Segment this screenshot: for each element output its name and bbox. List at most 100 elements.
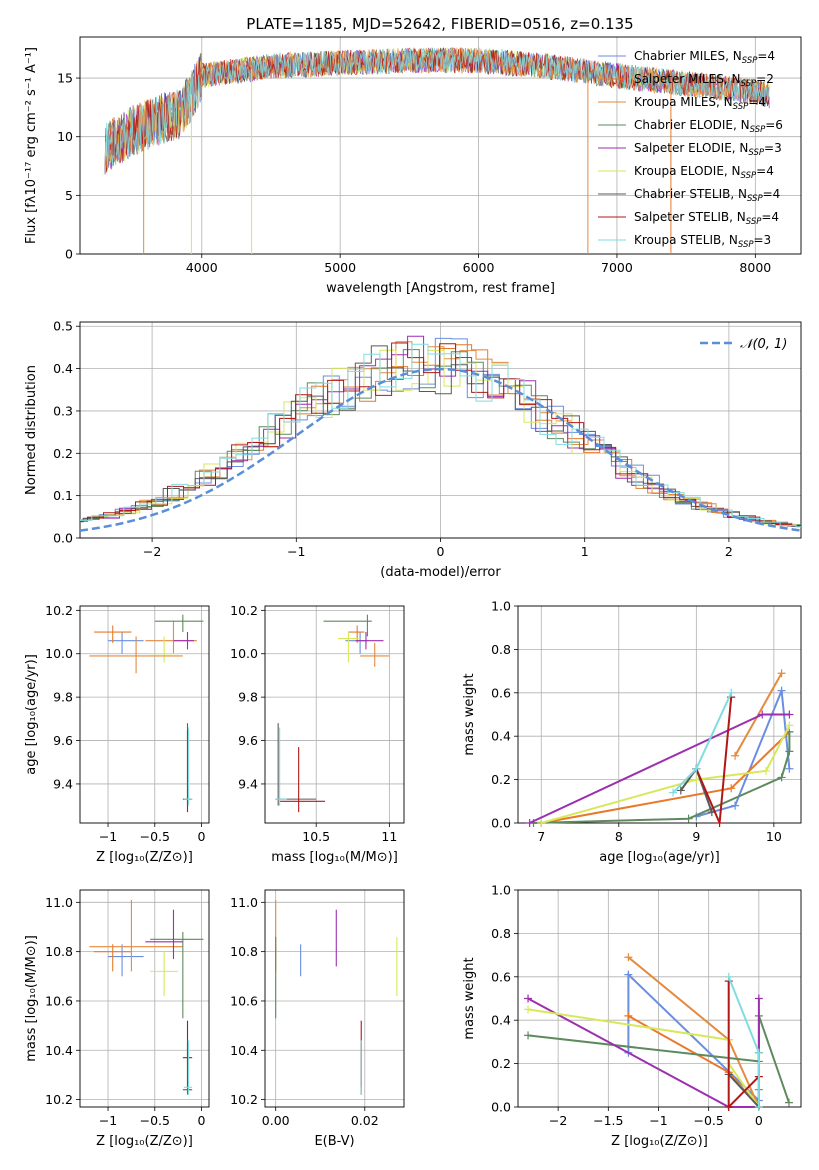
tick-label-y: 10.8 xyxy=(230,944,258,959)
legend-tail: =4 xyxy=(763,187,781,201)
tick-label-y: 0.2 xyxy=(53,446,73,461)
mass-weight-marker xyxy=(777,669,786,678)
legend-tail: =4 xyxy=(748,95,766,109)
legend-label: Kroupa ELODIE, N xyxy=(634,164,741,178)
mass-weight-marker xyxy=(624,1011,633,1020)
y-axis-label: Normed distribution xyxy=(24,365,39,495)
mass-weight-line-8 xyxy=(727,976,760,1107)
tick-label-x: −2 xyxy=(549,1113,567,1128)
histogram-step-8 xyxy=(80,343,801,528)
axes-frame xyxy=(517,889,802,1108)
x-axis-label: wavelength [Angstrom, rest frame] xyxy=(326,281,555,296)
mass-weight-marker xyxy=(524,1031,533,1040)
tick-label-y: 10.6 xyxy=(230,993,258,1008)
axes-frame xyxy=(264,889,405,1108)
tick-label-x: −0.5 xyxy=(140,829,170,844)
mass-weight-line-7 xyxy=(695,697,733,824)
tick-label-y: 0.0 xyxy=(53,531,73,546)
tick-label-y: 0.0 xyxy=(491,1100,511,1115)
errorbar-point xyxy=(183,1040,193,1095)
mass-weight-marker xyxy=(785,710,794,719)
tick-label-x: 0 xyxy=(198,1113,206,1128)
tick-label-x: −0.5 xyxy=(140,1113,170,1128)
tick-label-y: 0.8 xyxy=(491,642,511,657)
legend-subscript: SSP xyxy=(741,79,757,89)
legend-subscript: SSP xyxy=(746,217,762,227)
y-axis-label: mass weight xyxy=(462,957,477,1039)
x-axis-label: Z [log₁₀(Z/Z⊙)] xyxy=(96,1134,193,1149)
legend-label: Kroupa STELIB, N xyxy=(634,233,738,247)
errorbar-point xyxy=(348,625,365,643)
tick-label-x: 7 xyxy=(537,829,545,844)
legend-entry: Chabrier MILES, NSSP=4 xyxy=(634,49,775,66)
y-axis-label: age [log₁₀(age/yr)] xyxy=(24,654,39,775)
legend-entry: Kroupa MILES, NSSP=4 xyxy=(634,95,766,112)
tick-label-y: 0 xyxy=(65,247,73,262)
mass-weight-marker xyxy=(524,994,533,1003)
tick-label-x: 4000 xyxy=(186,260,218,275)
tick-label-y: 0.0 xyxy=(491,816,511,831)
mass-weight-marker xyxy=(537,819,546,827)
mass-weight-marker xyxy=(785,721,794,730)
tick-label-y: 10.2 xyxy=(230,603,258,618)
mass-weight-line-5 xyxy=(541,724,791,824)
mass-weight-marker xyxy=(624,970,633,979)
errorbar-point xyxy=(89,636,183,674)
mass-weight-marker xyxy=(684,814,693,823)
mass-weight-marker xyxy=(724,972,733,981)
mass-weight-marker xyxy=(676,786,685,795)
tick-label-y: 9.6 xyxy=(238,733,258,748)
histogram-step-3 xyxy=(80,349,801,526)
legend-subscript: SSP xyxy=(748,148,764,158)
legend-tail: =4 xyxy=(757,49,775,63)
tick-label-y: 0.6 xyxy=(491,685,511,700)
tick-label-y: 10.4 xyxy=(230,1043,258,1058)
tick-label-y: 9.4 xyxy=(238,776,258,791)
legend-subscript: SSP xyxy=(742,56,758,66)
legend-entry: Chabrier STELIB, NSSP=4 xyxy=(634,187,780,204)
axes-frame xyxy=(79,321,802,539)
axes-age_vs_mass: 10.5 11 9.4 9.6 9.8 10.0 10.2 mass [log₁₀(M/M⊙)… xyxy=(230,603,405,865)
y-axis-label: Flux [fλ10⁻¹⁷ erg cm⁻² s⁻¹ A⁻¹] xyxy=(24,47,39,244)
mass-weight-marker xyxy=(727,688,736,697)
errorbar-point xyxy=(182,1020,193,1088)
tick-label-y: 9.8 xyxy=(53,690,73,705)
tick-label-x: 10 xyxy=(766,829,782,844)
errorbar-point xyxy=(323,614,372,637)
mass-weight-marker xyxy=(731,751,740,760)
histogram-step-7 xyxy=(80,342,801,526)
errorbar-point xyxy=(275,727,287,806)
mass-weight-marker xyxy=(724,1103,733,1111)
errorbar-point xyxy=(183,727,193,806)
tick-label-y: 0.4 xyxy=(491,1013,511,1028)
tick-label-y: 10.0 xyxy=(45,646,73,661)
tick-label-x: 9 xyxy=(692,829,700,844)
legend-label: Salpeter ELODIE, N xyxy=(634,141,748,155)
tick-label-x: 8 xyxy=(615,829,623,844)
x-axis-label: Z [log₁₀(Z/Z⊙)] xyxy=(611,1134,708,1149)
tick-label-y: 0.4 xyxy=(491,729,511,744)
tick-label-x: 6000 xyxy=(463,260,495,275)
tick-label-y: 11.0 xyxy=(45,895,73,910)
mass-weight-marker xyxy=(777,773,786,782)
x-axis-label: mass [log₁₀(M/M⊙)] xyxy=(271,850,398,865)
tick-label-y: 10.6 xyxy=(45,993,73,1008)
errorbar-point xyxy=(275,723,317,806)
axes-frame xyxy=(79,36,802,255)
errorbar-point xyxy=(145,909,183,960)
tick-label-x: 0.00 xyxy=(262,1113,290,1128)
tick-label-y: 1.0 xyxy=(491,599,511,614)
tick-label-y: 10.8 xyxy=(45,944,73,959)
tick-label-y: 10.0 xyxy=(230,646,258,661)
tick-label-y: 11.0 xyxy=(230,895,258,910)
axes-mass_vs_ebv: 0.00 0.02 10.2 10.4 10.6 10.8 11.0 E(B-V) xyxy=(230,889,405,1149)
tick-label-y: 9.4 xyxy=(53,776,73,791)
tick-label-y: 10.2 xyxy=(45,603,73,618)
mass-weight-line-3 xyxy=(533,731,791,824)
legend-entry: 𝒩(0, 1) xyxy=(740,337,787,352)
tick-label-y: 0.1 xyxy=(53,488,73,503)
mass-weight-line-0 xyxy=(627,972,760,1103)
legend-tail: =3 xyxy=(754,233,772,247)
legend-entry: Salpeter MILES, NSSP=2 xyxy=(634,72,774,89)
